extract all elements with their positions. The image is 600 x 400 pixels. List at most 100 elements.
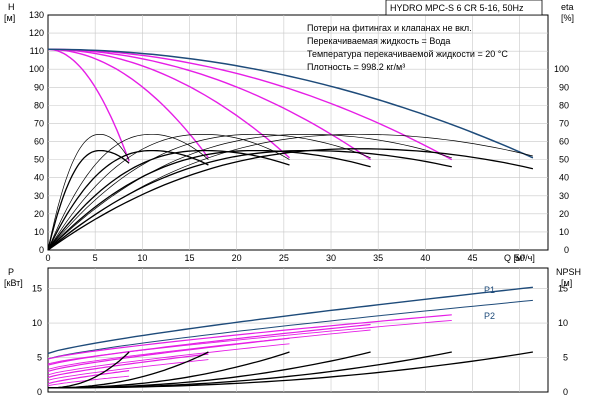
x-tick-label: 25 xyxy=(279,253,289,263)
upper-curves xyxy=(47,48,534,251)
note-line-2: Перекачиваемая жидкость = Вода xyxy=(307,36,450,46)
y-tick-label-right: 40 xyxy=(559,173,569,183)
y-tick-label-right: 15 xyxy=(558,284,568,294)
y-tick-label-left: 15 xyxy=(32,284,42,294)
upper-plot-frame xyxy=(47,14,549,251)
x-tick-label: 50 xyxy=(515,253,525,263)
y-tick-label-right: 50 xyxy=(559,155,569,165)
y-tick-label-left: 40 xyxy=(34,173,44,183)
efficiency-curve xyxy=(47,133,130,251)
y-axis-label-head-H: H xyxy=(8,2,15,12)
y-tick-label-right: 80 xyxy=(559,100,569,110)
lower-ticks: 0 5 10 15 0 5 10 15 xyxy=(32,284,568,397)
efficiency-curve-bold xyxy=(47,149,371,251)
title-box: HYDRO MPC-S 6 CR 5-16, 50Hz xyxy=(385,0,543,16)
y-axis-label-eta-unit: [%] xyxy=(561,13,574,23)
efficiency-curve xyxy=(47,133,371,251)
y-tick-label-left: 90 xyxy=(34,82,44,92)
y-tick-label-left: 0 xyxy=(39,245,44,255)
y-tick-label-left: 60 xyxy=(34,137,44,147)
power-curve-p2 xyxy=(47,299,533,360)
y-tick-label-left: 70 xyxy=(34,118,44,128)
head-curve-magenta xyxy=(47,48,453,161)
y-axis-label-npsh: NPSH xyxy=(556,267,581,277)
y-tick-label-left: 10 xyxy=(32,318,42,328)
y-tick-label-right: 30 xyxy=(559,191,569,201)
y-tick-label-left: 80 xyxy=(34,100,44,110)
y-tick-label-left: 110 xyxy=(30,46,44,56)
efficiency-curve xyxy=(47,133,290,251)
y-tick-label-left: 10 xyxy=(34,227,44,237)
power-curve-magenta xyxy=(47,337,290,372)
x-axis-label: Q [м³/ч] xyxy=(504,253,535,263)
upper-grid xyxy=(48,15,548,250)
y-axis-label-head-unit: [м] xyxy=(4,13,15,23)
upper-ticks: 0 5 10 15 20 25 30 35 40 45 50 0 10 20 30 40 50 60 70 80 90 1… xyxy=(29,10,569,263)
power-curve-magenta xyxy=(47,314,452,360)
y-tick-label-right: 20 xyxy=(559,209,569,219)
x-tick-label: 45 xyxy=(468,253,478,263)
power-curve-magenta xyxy=(47,353,209,379)
efficiency-curve-bold xyxy=(47,149,452,251)
efficiency-curve xyxy=(47,133,452,251)
x-tick-label: 0 xyxy=(45,253,50,263)
y-axis-label-npsh-unit: [м] xyxy=(561,278,572,288)
head-curve-magenta xyxy=(47,48,371,161)
x-tick-label: 10 xyxy=(137,253,147,263)
y-tick-label-left: 50 xyxy=(34,155,44,165)
power-curve-magenta-p2 xyxy=(47,359,209,381)
note-line-3: Температура перекачиваемой жидкости = 20… xyxy=(307,49,508,59)
efficiency-curve xyxy=(47,133,209,251)
npsh-curve xyxy=(48,351,534,389)
y-axis-label-eta: eta xyxy=(561,2,574,12)
note-line-1: Потери на фитингах и клапанах не вкл. xyxy=(307,23,472,33)
series-label-p1: P1 xyxy=(484,285,495,295)
y-tick-label-left: 20 xyxy=(34,209,44,219)
x-tick-label: 5 xyxy=(93,253,98,263)
lower-plot: 0 5 10 15 0 5 10 15 P [кВт] NPSH [м] P1 P2 xyxy=(4,267,581,397)
head-curve-magenta xyxy=(47,48,290,159)
y-tick-label-left: 5 xyxy=(37,353,42,363)
x-tick-label: 30 xyxy=(326,253,336,263)
y-tick-label-right: 0 xyxy=(564,245,569,255)
y-tick-label-right: 70 xyxy=(559,118,569,128)
head-curve-magenta xyxy=(47,48,209,159)
note-line-4: Плотность = 998.2 кг/м³ xyxy=(307,62,405,72)
power-curve-p1 xyxy=(47,286,533,355)
y-tick-label-right: 90 xyxy=(559,82,569,92)
y-axis-label-power-P: P xyxy=(8,267,14,277)
head-curve-magenta xyxy=(47,48,130,162)
y-tick-label-right: 10 xyxy=(558,318,568,328)
power-curve-magenta xyxy=(47,323,371,366)
y-tick-label-left: 100 xyxy=(29,64,44,74)
lower-curves xyxy=(47,286,534,389)
y-tick-label-left: 30 xyxy=(34,191,44,201)
efficiency-curve-bold xyxy=(47,149,209,251)
lower-grid xyxy=(48,268,548,392)
title-box-text: HYDRO MPC-S 6 CR 5-16, 50Hz xyxy=(390,3,524,13)
x-tick-label: 35 xyxy=(373,253,383,263)
y-axis-label-power-unit: [кВт] xyxy=(4,278,23,288)
efficiency-curve-bold xyxy=(47,148,534,251)
notes-block: Потери на фитингах и клапанах не вкл. Пе… xyxy=(307,23,508,72)
y-tick-label-right: 5 xyxy=(563,353,568,363)
efficiency-curve-bold xyxy=(47,149,130,251)
x-tick-label: 20 xyxy=(232,253,242,263)
power-curve-magenta-p2 xyxy=(47,343,290,376)
y-tick-label-right: 100 xyxy=(554,64,569,74)
upper-plot: 0 5 10 15 20 25 30 35 40 45 50 0 10 20 30 40 50 60 70 80 90 1… xyxy=(4,0,574,263)
power-curve-magenta xyxy=(47,370,130,385)
title-box-frame xyxy=(385,0,543,16)
x-tick-label: 15 xyxy=(185,253,195,263)
power-curve-magenta-p2 xyxy=(47,329,371,370)
y-tick-label-right: 60 xyxy=(559,137,569,147)
series-label-p2: P2 xyxy=(484,311,495,321)
y-tick-label-right: 10 xyxy=(559,227,569,237)
y-tick-label-left: 0 xyxy=(37,387,42,397)
x-tick-label: 40 xyxy=(420,253,430,263)
y-tick-label-left: 120 xyxy=(29,28,44,38)
y-tick-label-right: 0 xyxy=(563,387,568,397)
lower-plot-frame xyxy=(47,267,549,393)
head-curve-blue xyxy=(47,48,534,159)
